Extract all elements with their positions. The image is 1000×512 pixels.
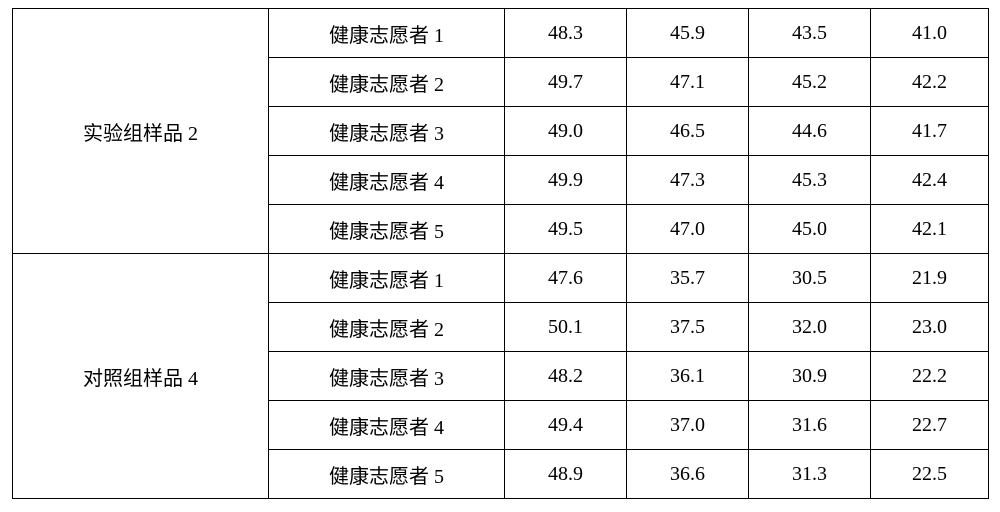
value-cell: 45.9 — [627, 9, 749, 58]
data-table: 实验组样品 2 健康志愿者 1 48.3 45.9 43.5 41.0 健康志愿… — [12, 8, 989, 499]
value-cell: 41.0 — [871, 9, 989, 58]
volunteer-cell: 健康志愿者 1 — [269, 9, 505, 58]
value-cell: 22.7 — [871, 401, 989, 450]
value-cell: 37.0 — [627, 401, 749, 450]
volunteer-cell: 健康志愿者 2 — [269, 58, 505, 107]
value-cell: 47.1 — [627, 58, 749, 107]
value-cell: 49.5 — [505, 205, 627, 254]
value-cell: 43.5 — [749, 9, 871, 58]
value-cell: 47.6 — [505, 254, 627, 303]
value-cell: 30.9 — [749, 352, 871, 401]
value-cell: 21.9 — [871, 254, 989, 303]
group-label-cell: 实验组样品 2 — [13, 9, 269, 254]
value-cell: 50.1 — [505, 303, 627, 352]
value-cell: 49.0 — [505, 107, 627, 156]
value-cell: 37.5 — [627, 303, 749, 352]
value-cell: 49.9 — [505, 156, 627, 205]
value-cell: 47.0 — [627, 205, 749, 254]
volunteer-cell: 健康志愿者 4 — [269, 401, 505, 450]
value-cell: 22.5 — [871, 450, 989, 499]
value-cell: 35.7 — [627, 254, 749, 303]
value-cell: 32.0 — [749, 303, 871, 352]
value-cell: 41.7 — [871, 107, 989, 156]
value-cell: 44.6 — [749, 107, 871, 156]
value-cell: 23.0 — [871, 303, 989, 352]
value-cell: 48.2 — [505, 352, 627, 401]
value-cell: 45.3 — [749, 156, 871, 205]
volunteer-cell: 健康志愿者 5 — [269, 450, 505, 499]
volunteer-cell: 健康志愿者 4 — [269, 156, 505, 205]
value-cell: 45.0 — [749, 205, 871, 254]
volunteer-cell: 健康志愿者 1 — [269, 254, 505, 303]
group-label-cell: 对照组样品 4 — [13, 254, 269, 499]
value-cell: 47.3 — [627, 156, 749, 205]
value-cell: 42.2 — [871, 58, 989, 107]
volunteer-cell: 健康志愿者 2 — [269, 303, 505, 352]
table-row: 实验组样品 2 健康志愿者 1 48.3 45.9 43.5 41.0 — [13, 9, 989, 58]
value-cell: 36.1 — [627, 352, 749, 401]
value-cell: 45.2 — [749, 58, 871, 107]
table-row: 对照组样品 4 健康志愿者 1 47.6 35.7 30.5 21.9 — [13, 254, 989, 303]
value-cell: 42.4 — [871, 156, 989, 205]
value-cell: 48.3 — [505, 9, 627, 58]
value-cell: 49.7 — [505, 58, 627, 107]
volunteer-cell: 健康志愿者 5 — [269, 205, 505, 254]
value-cell: 49.4 — [505, 401, 627, 450]
value-cell: 22.2 — [871, 352, 989, 401]
volunteer-cell: 健康志愿者 3 — [269, 352, 505, 401]
volunteer-cell: 健康志愿者 3 — [269, 107, 505, 156]
value-cell: 31.3 — [749, 450, 871, 499]
value-cell: 30.5 — [749, 254, 871, 303]
value-cell: 42.1 — [871, 205, 989, 254]
value-cell: 31.6 — [749, 401, 871, 450]
value-cell: 36.6 — [627, 450, 749, 499]
value-cell: 48.9 — [505, 450, 627, 499]
value-cell: 46.5 — [627, 107, 749, 156]
